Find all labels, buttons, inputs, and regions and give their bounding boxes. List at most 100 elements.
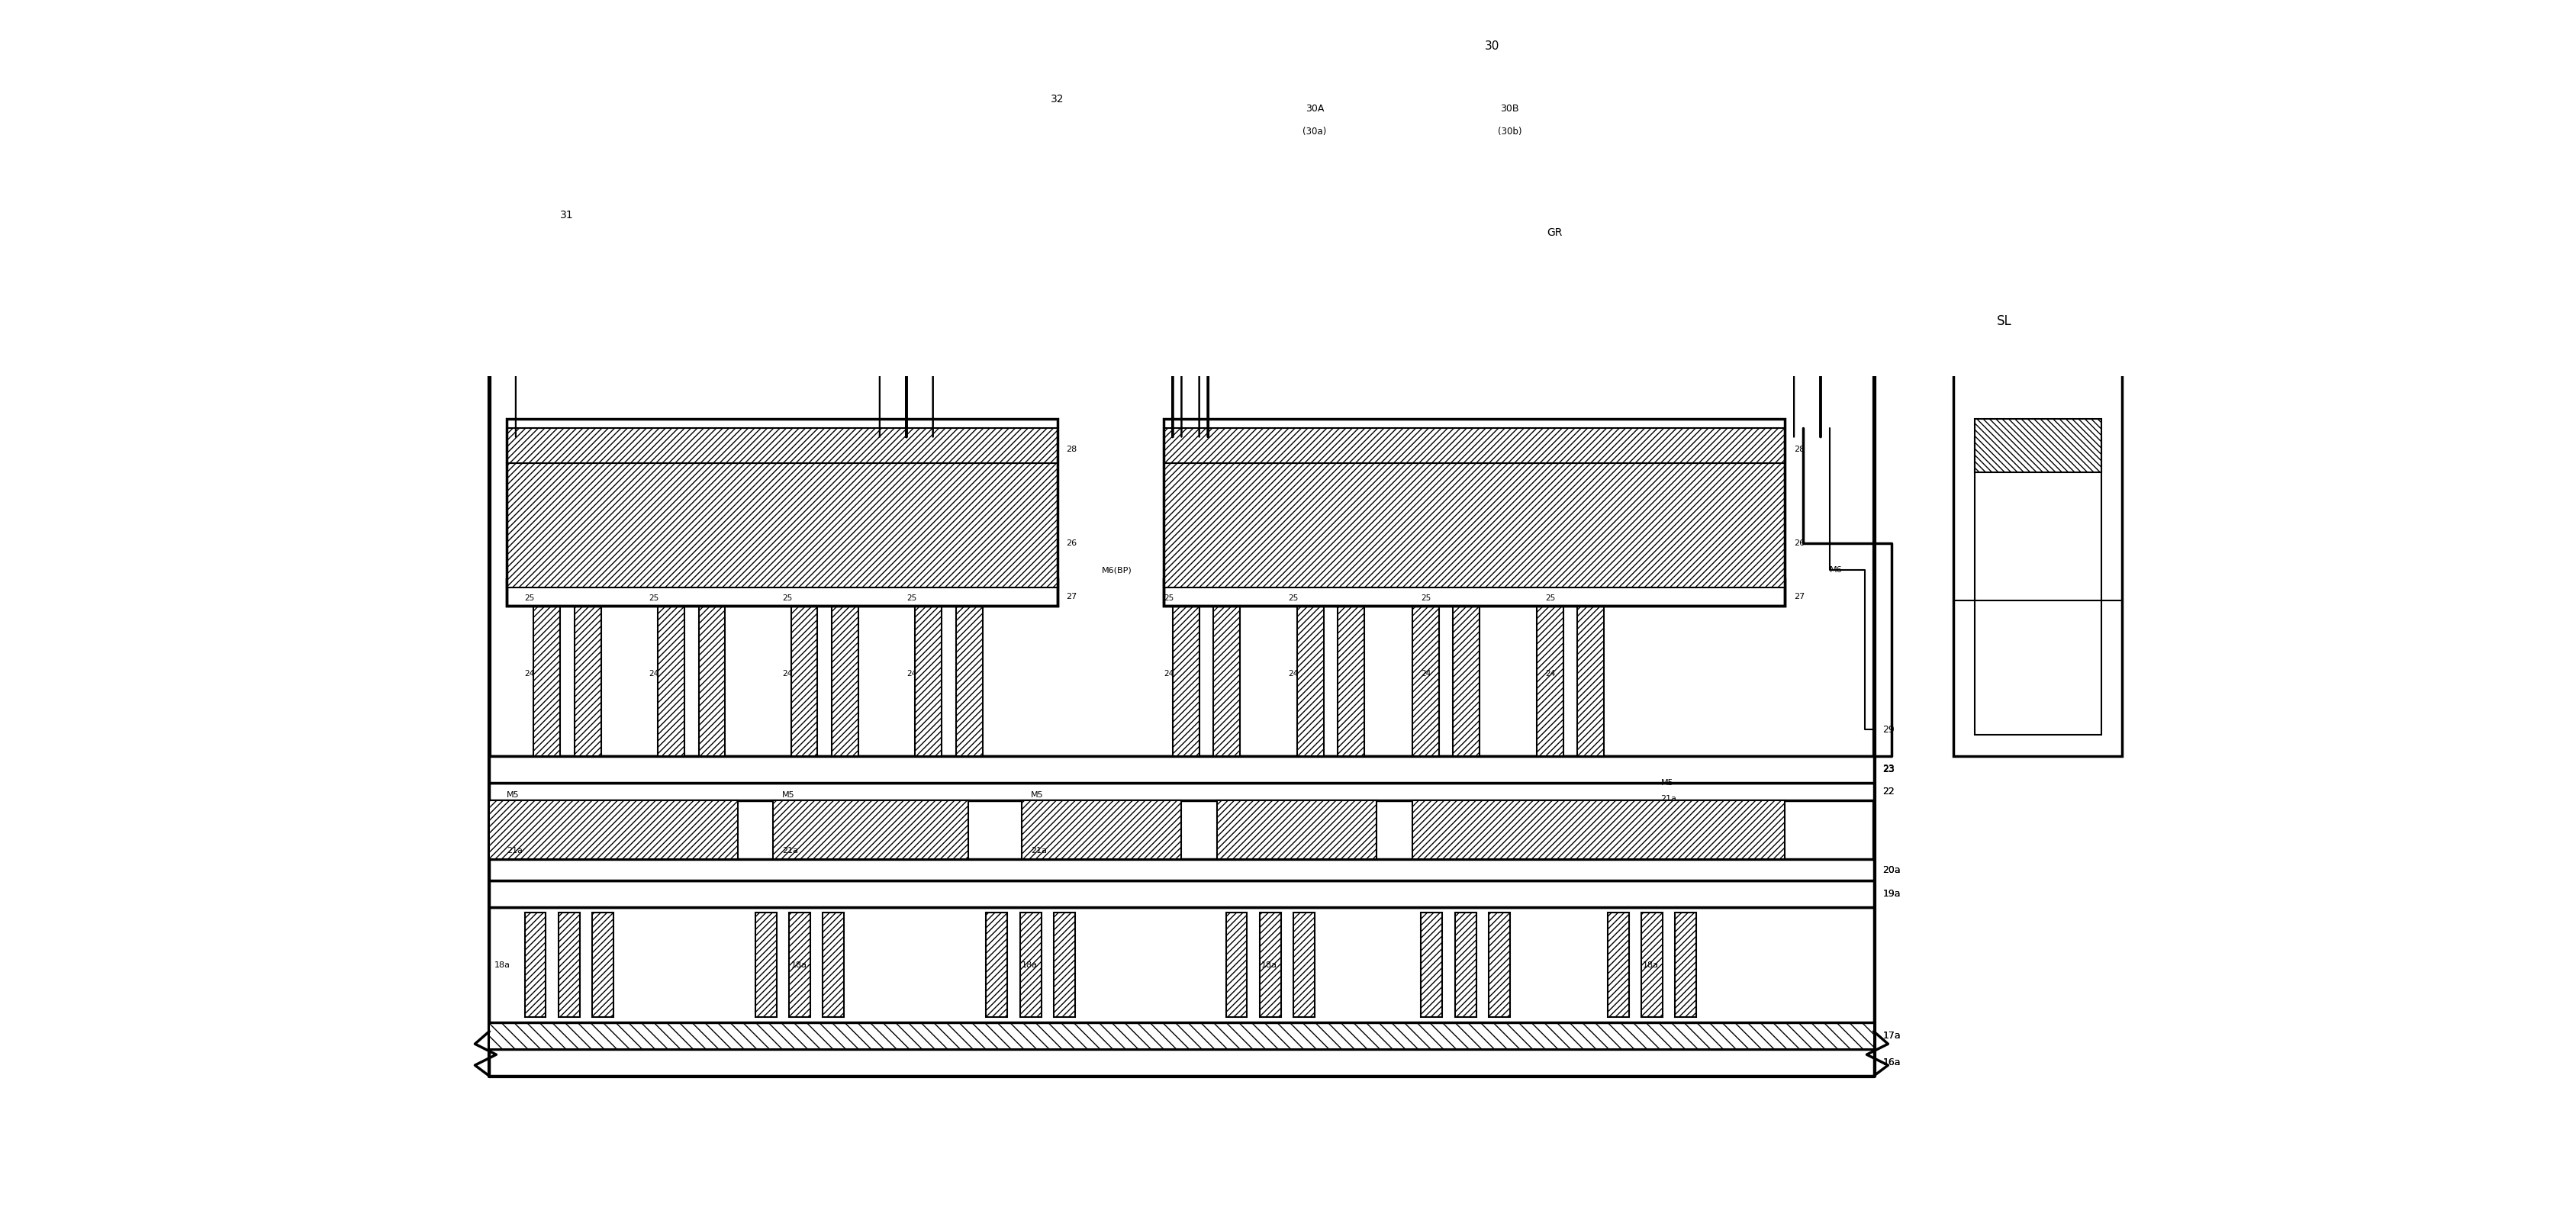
Bar [987,913,1007,1017]
Bar [1412,800,1785,859]
Bar [533,605,559,756]
Text: 28: 28 [1066,445,1077,453]
Text: 17a: 17a [1883,1031,1901,1041]
Text: 18a: 18a [1262,961,1278,969]
Text: 27: 27 [1066,593,1077,600]
Bar [657,605,685,756]
Text: GR: GR [1546,227,1561,238]
Text: M5: M5 [1662,780,1674,787]
Bar [489,339,1873,756]
Text: 23: 23 [1883,765,1896,775]
Bar [1953,366,2123,756]
Bar [592,913,613,1017]
Bar [1164,464,1785,588]
Text: 25: 25 [649,594,659,603]
Bar [489,800,737,859]
Text: 21a: 21a [1662,795,1677,803]
Bar [1535,605,1564,756]
Text: 26: 26 [1793,539,1806,547]
Text: 18a: 18a [495,961,510,969]
Text: M5: M5 [507,792,520,799]
Text: 24: 24 [1164,670,1175,677]
Text: (30b): (30b) [1497,127,1522,137]
Text: 23: 23 [1883,765,1896,775]
Text: 21a: 21a [507,847,523,854]
Bar [1054,913,1074,1017]
Text: 24: 24 [1288,670,1298,677]
Bar [489,1022,1873,1049]
Text: 18a: 18a [1023,961,1038,969]
Bar [489,881,1873,908]
Bar [832,605,858,756]
Bar [507,464,1056,588]
Text: 26: 26 [1066,539,1077,547]
Text: 24: 24 [649,670,659,677]
Text: 25: 25 [907,594,917,603]
Bar [1489,913,1510,1017]
Text: 20a: 20a [1883,865,1901,875]
Text: M5: M5 [783,792,796,799]
Bar [1020,913,1041,1017]
Bar [1164,578,1785,605]
Bar [1337,605,1365,756]
Text: M5: M5 [1030,792,1043,799]
Text: 19a: 19a [1883,889,1901,899]
Text: 25: 25 [1288,594,1298,603]
Text: 24: 24 [907,670,917,677]
Bar [788,913,811,1017]
Bar [956,605,981,756]
Text: 22: 22 [1883,787,1896,797]
Text: 24: 24 [526,670,536,677]
Text: M6: M6 [1829,566,1842,573]
Bar [1976,420,2102,472]
Text: (30a): (30a) [1303,127,1327,137]
Text: 29: 29 [1883,725,1896,734]
Bar [1422,913,1443,1017]
Text: 30A: 30A [1306,104,1324,113]
Bar [1455,913,1476,1017]
Text: 23: 23 [1883,764,1896,773]
Bar [1296,605,1324,756]
Bar [507,428,1056,464]
Text: 19a: 19a [1883,889,1901,899]
Bar [507,420,1056,605]
Text: 18a: 18a [791,961,806,969]
Text: 24: 24 [783,670,793,677]
Bar [1216,800,1376,859]
Bar [559,913,580,1017]
Bar [791,605,817,756]
Bar [489,756,1873,783]
Bar [1607,913,1628,1017]
Bar [1226,913,1247,1017]
Bar [489,783,1873,800]
Bar [1641,913,1662,1017]
Bar [1164,428,1785,464]
Text: 17a: 17a [1883,1031,1901,1041]
Text: 21a: 21a [1030,847,1046,854]
Bar [489,908,1873,1022]
Bar [1577,605,1605,756]
Text: 28: 28 [1793,445,1806,453]
Text: 25: 25 [783,594,793,603]
Bar [507,578,1056,605]
Bar [489,1049,1873,1076]
Bar [1172,605,1200,756]
Bar [1293,913,1314,1017]
Text: 24: 24 [1546,670,1556,677]
Bar [489,859,1873,881]
Bar [1164,420,1785,605]
Text: 25: 25 [1546,594,1556,603]
Text: 30: 30 [1484,40,1499,52]
Text: 20a: 20a [1883,865,1901,875]
Text: SL: SL [1996,315,2012,328]
Bar [1260,913,1280,1017]
Bar [698,605,726,756]
Bar [1453,605,1479,756]
Text: 18a: 18a [1643,961,1659,969]
Bar [1976,437,2102,734]
Text: 22: 22 [1883,787,1896,797]
Bar [1023,800,1182,859]
Text: 16a: 16a [1883,1058,1901,1068]
Text: 27: 27 [1793,593,1806,600]
Bar [1412,605,1440,756]
